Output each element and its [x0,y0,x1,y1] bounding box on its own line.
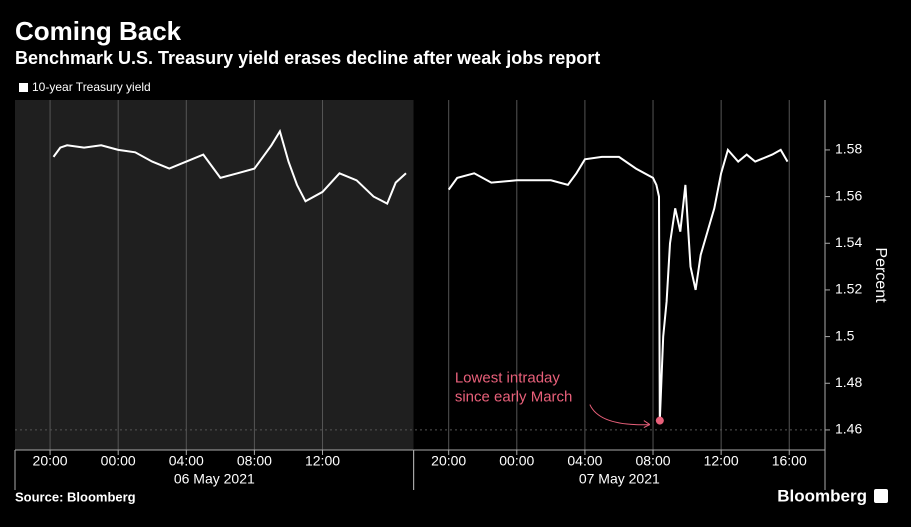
x-tick-label: 00:00 [101,453,136,469]
y-tick-label: 1.46 [835,421,862,437]
x-tick-label: 12:00 [704,453,739,469]
chart-title: Coming Back [15,16,182,46]
x-tick-label: 04:00 [169,453,204,469]
annotation-text: since early March [455,389,573,406]
line [52,128,407,205]
x-tick-label: 08:00 [237,453,272,469]
annotation-point [655,416,664,425]
x-tick-label: 20:00 [33,453,68,469]
y-tick-label: 1.58 [835,141,862,157]
legend-label: 10-year Treasury yield [32,80,151,94]
y-tick-label: 1.48 [835,374,862,390]
x-tick-label: 16:00 [772,453,807,469]
y-tick-label: 1.5 [835,327,855,343]
x-tick-label: 04:00 [567,453,602,469]
legend-swatch [19,83,28,92]
y-tick-label: 1.52 [835,281,862,297]
source: Source: Bloomberg [15,489,136,504]
brand: Bloomberg [777,486,867,505]
annotation-arrow [589,404,650,426]
brand-icon [874,489,888,503]
y-axis-label: Percent [872,247,889,303]
x-tick-label: 20:00 [431,453,466,469]
y-tick-label: 1.56 [835,187,862,203]
x-axis-label: 06 May 2021 [174,471,255,487]
chart-subtitle: Benchmark U.S. Treasury yield erases dec… [15,48,600,68]
x-axis-label: 07 May 2021 [579,471,660,487]
x-tick-label: 08:00 [635,453,670,469]
y-tick-label: 1.54 [835,234,862,250]
annotation-arrowhead [643,420,651,429]
line [447,147,789,421]
x-tick-label: 00:00 [499,453,534,469]
annotation-text: Lowest intraday [455,370,561,387]
panel-background [15,100,414,450]
x-tick-label: 12:00 [305,453,340,469]
panel-background [413,100,825,450]
